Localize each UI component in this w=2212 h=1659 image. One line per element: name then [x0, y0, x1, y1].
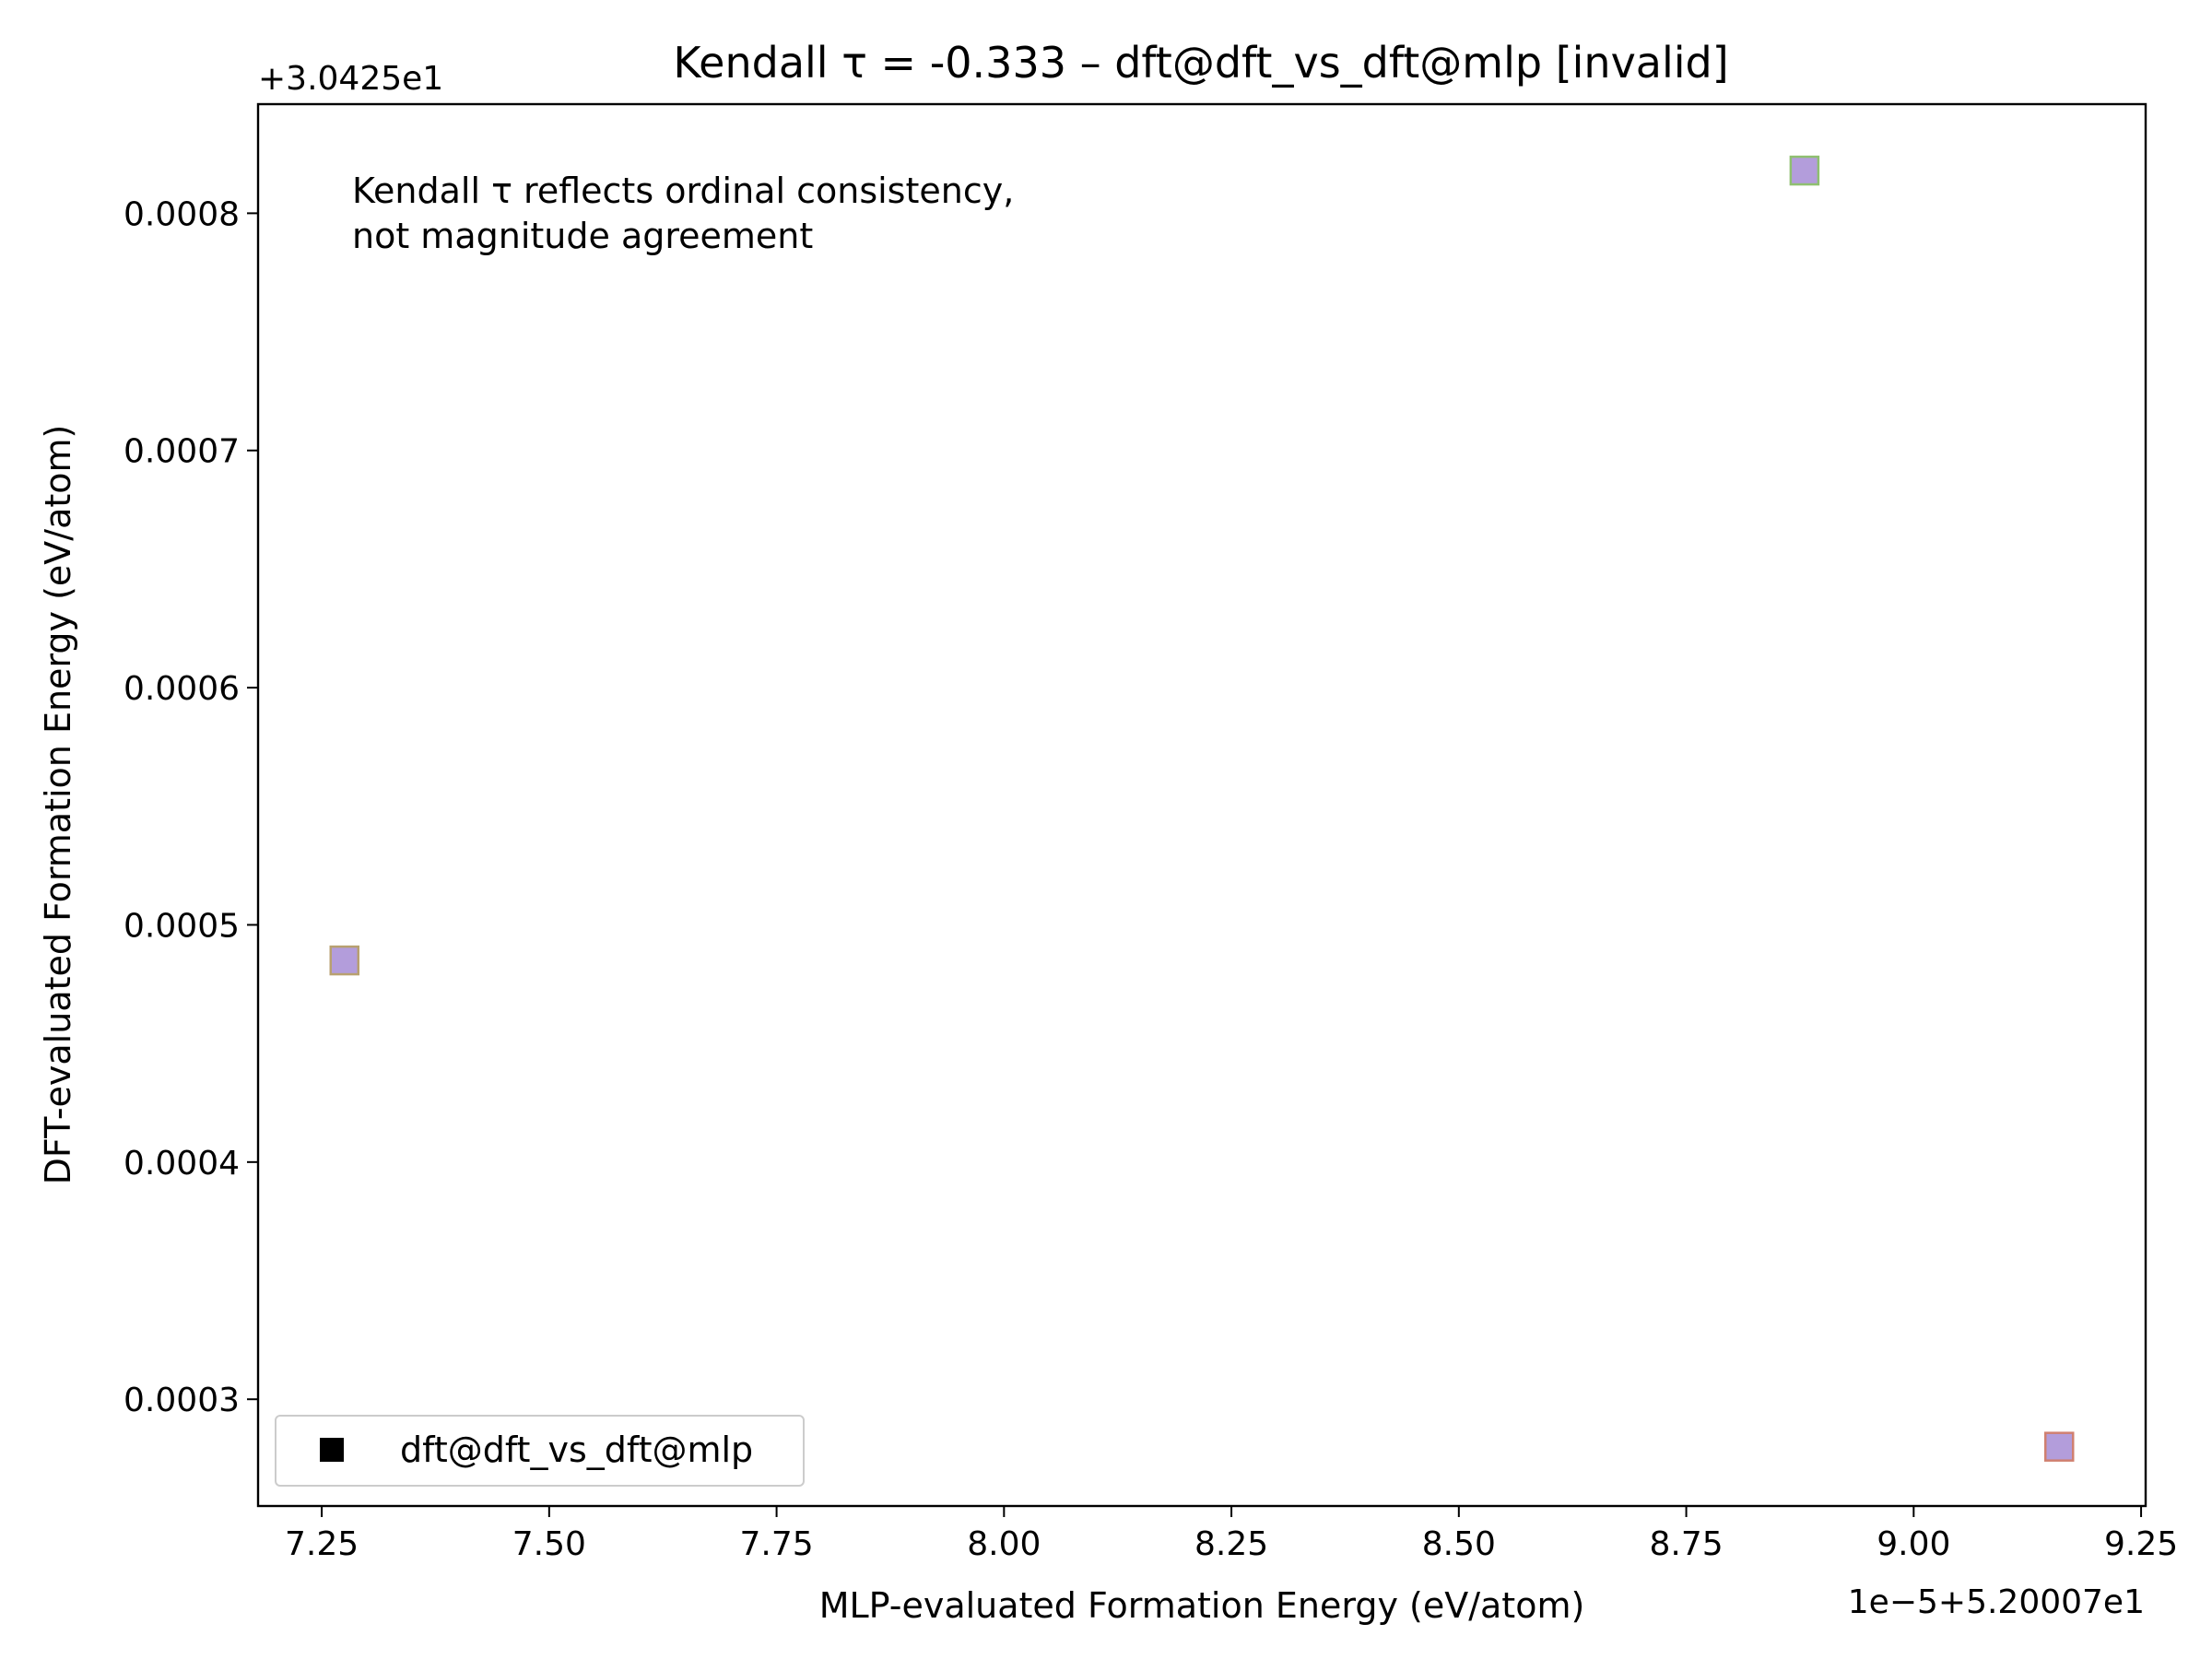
x-tick-label: 7.25	[285, 1525, 359, 1563]
x-tick-label: 8.00	[967, 1525, 1041, 1563]
x-tick-label: 8.75	[1649, 1525, 1723, 1563]
y-tick-label: 0.0008	[124, 195, 240, 233]
legend: dft@dft_vs_dft@mlp	[275, 1415, 805, 1487]
legend-label: dft@dft_vs_dft@mlp	[400, 1430, 753, 1470]
plot-frame	[256, 102, 2147, 1508]
legend-box	[275, 1415, 805, 1487]
x-tick-label: 9.25	[2104, 1525, 2178, 1563]
data-points	[329, 155, 2075, 1462]
legend-marker	[320, 1438, 344, 1462]
data-point	[1789, 155, 1820, 186]
y-tick-label: 0.0005	[124, 907, 240, 945]
x-tick-label: 8.25	[1194, 1525, 1268, 1563]
x-axis-label: MLP-evaluated Formation Energy (eV/atom)	[819, 1585, 1585, 1626]
y-tick-label: 0.0003	[124, 1382, 240, 1419]
data-point	[2043, 1431, 2075, 1462]
y-tick-label: 0.0004	[124, 1145, 240, 1182]
annotation-line-1: Kendall τ reflects ordinal consistency,	[352, 171, 1014, 211]
y-tick-label: 0.0007	[124, 433, 240, 471]
x-tick-label: 8.50	[1422, 1525, 1496, 1563]
y-axis-ticks: 0.0003 0.0004 0.0005 0.0006 0.0007 0.0008	[124, 195, 258, 1419]
x-axis-ticks: 7.25 7.50 7.75 8.00 8.25 8.50 8.75 9.00 9.25	[285, 1506, 2178, 1563]
x-tick-label: 9.00	[1877, 1525, 1950, 1563]
x-tick-label: 7.50	[512, 1525, 586, 1563]
y-tick-label: 0.0006	[124, 670, 240, 708]
y-offset-label: +3.0425e1	[258, 60, 443, 98]
annotation-line-2: not magnitude agreement	[352, 216, 813, 256]
data-point	[329, 945, 360, 976]
x-offset-label: 1e−5+5.20007e1	[1848, 1583, 2145, 1621]
chart-title: Kendall τ = -0.333 – dft@dft_vs_dft@mlp …	[673, 38, 1728, 88]
x-tick-label: 7.75	[740, 1525, 814, 1563]
y-axis-label: DFT-evaluated Formation Energy (eV/atom)	[38, 425, 78, 1185]
